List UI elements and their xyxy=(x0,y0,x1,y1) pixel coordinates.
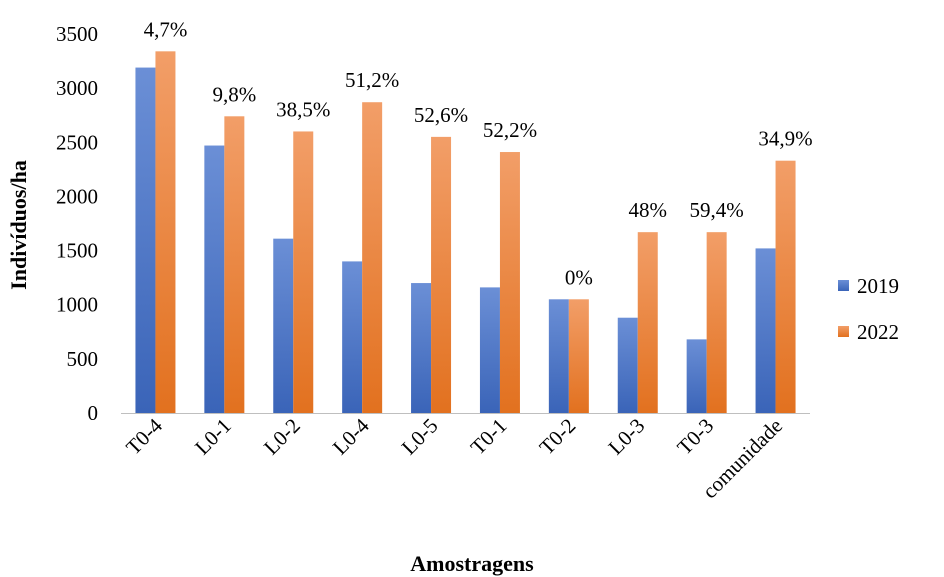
data-label: 51,2% xyxy=(345,68,399,92)
x-tick-label: L0-5 xyxy=(397,414,443,460)
legend: 2019 2022 xyxy=(838,274,899,344)
y-tick-label: 3000 xyxy=(56,76,98,100)
y-axis-title: Indivíduos/ha xyxy=(6,160,31,290)
bar-2019 xyxy=(135,67,156,413)
bar-2022 xyxy=(775,160,796,413)
bar-2019 xyxy=(411,283,432,413)
data-label: 52,6% xyxy=(414,103,468,127)
data-label: 4,7% xyxy=(144,17,188,41)
y-tick-label: 2500 xyxy=(56,130,98,154)
data-label: 0% xyxy=(565,265,593,289)
bar-2019 xyxy=(204,145,225,413)
bar-2022 xyxy=(637,232,658,413)
data-label: 34,9% xyxy=(758,127,812,151)
x-tick-label: T0-3 xyxy=(672,414,718,460)
y-tick-label: 1000 xyxy=(56,293,98,317)
bar-2019 xyxy=(755,248,776,413)
x-tick-label: L0-3 xyxy=(603,414,649,460)
legend-swatch-2022 xyxy=(838,326,849,337)
data-label: 48% xyxy=(629,198,668,222)
bar-2022 xyxy=(431,136,452,413)
bar-2019 xyxy=(273,238,294,413)
y-tick-label: 0 xyxy=(88,401,99,425)
plot-area: 0 500 1000 1500 2000 2500 3000 3500 T0-4 4,7% L0-1… xyxy=(56,17,813,503)
x-tick-label: L0-1 xyxy=(190,414,236,460)
y-tick-label: 1500 xyxy=(56,239,98,263)
bar-2022 xyxy=(706,232,727,413)
bar-2019 xyxy=(686,339,707,413)
legend-label-2022: 2022 xyxy=(857,320,899,344)
data-label: 9,8% xyxy=(212,82,256,106)
x-tick-label: T0-2 xyxy=(535,414,581,460)
bar-2019 xyxy=(342,261,363,413)
x-axis-title: Amostragens xyxy=(410,551,534,576)
x-tick-label: L0-4 xyxy=(328,413,374,459)
bar-2022 xyxy=(499,152,520,413)
bar-2022 xyxy=(155,51,176,413)
bar-2022 xyxy=(568,299,589,413)
y-tick-label: 3500 xyxy=(56,22,98,46)
bar-2019 xyxy=(617,317,638,413)
y-tick-label: 500 xyxy=(67,347,99,371)
x-tick-label: L0-2 xyxy=(259,414,305,460)
bar-2022 xyxy=(224,116,245,413)
data-label: 52,2% xyxy=(483,118,537,142)
bar-2019 xyxy=(479,287,500,413)
data-label: 38,5% xyxy=(276,97,330,121)
bar-2019 xyxy=(548,299,569,413)
legend-label-2019: 2019 xyxy=(857,274,899,298)
data-label: 59,4% xyxy=(690,198,744,222)
bar-2022 xyxy=(362,102,383,413)
x-tick-label: T0-4 xyxy=(121,413,167,459)
bar-2022 xyxy=(293,131,314,413)
legend-swatch-2019 xyxy=(838,280,849,291)
x-tick-label: T0-1 xyxy=(466,414,512,460)
y-tick-label: 2000 xyxy=(56,184,98,208)
